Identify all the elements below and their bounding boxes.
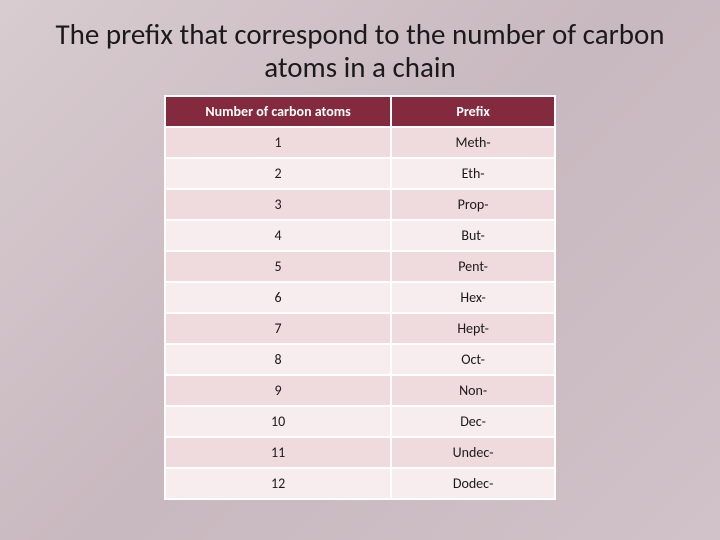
cell-number: 3	[165, 189, 391, 220]
cell-number: 9	[165, 375, 391, 406]
cell-prefix: Oct-	[391, 344, 555, 375]
cell-number: 7	[165, 313, 391, 344]
table-row: 8 Oct-	[165, 344, 555, 375]
table-row: 10 Dec-	[165, 406, 555, 437]
cell-prefix: Eth-	[391, 158, 555, 189]
cell-prefix: Hept-	[391, 313, 555, 344]
table-row: 9 Non-	[165, 375, 555, 406]
column-header-number: Number of carbon atoms	[165, 96, 391, 127]
table-header: Number of carbon atoms Prefix	[165, 96, 555, 127]
cell-prefix: Dec-	[391, 406, 555, 437]
cell-prefix: Undec-	[391, 437, 555, 468]
cell-prefix: Non-	[391, 375, 555, 406]
table-row: 5 Pent-	[165, 251, 555, 282]
cell-number: 6	[165, 282, 391, 313]
cell-number: 8	[165, 344, 391, 375]
table-row: 6 Hex-	[165, 282, 555, 313]
table-row: 7 Hept-	[165, 313, 555, 344]
cell-number: 5	[165, 251, 391, 282]
table-row: 11 Undec-	[165, 437, 555, 468]
table-row: 12 Dodec-	[165, 468, 555, 499]
cell-number: 11	[165, 437, 391, 468]
cell-prefix: Meth-	[391, 127, 555, 158]
cell-prefix: Prop-	[391, 189, 555, 220]
table-header-row: Number of carbon atoms Prefix	[165, 96, 555, 127]
table-container: Number of carbon atoms Prefix 1 Meth- 2 …	[30, 95, 690, 500]
slide: The prefix that correspond to the number…	[0, 0, 720, 540]
cell-number: 2	[165, 158, 391, 189]
cell-number: 12	[165, 468, 391, 499]
cell-prefix: Pent-	[391, 251, 555, 282]
cell-number: 4	[165, 220, 391, 251]
table-body: 1 Meth- 2 Eth- 3 Prop- 4 But- 5 Pent-	[165, 127, 555, 499]
table-row: 1 Meth-	[165, 127, 555, 158]
cell-prefix: Hex-	[391, 282, 555, 313]
cell-prefix: Dodec-	[391, 468, 555, 499]
table-row: 4 But-	[165, 220, 555, 251]
cell-number: 10	[165, 406, 391, 437]
table-row: 2 Eth-	[165, 158, 555, 189]
cell-prefix: But-	[391, 220, 555, 251]
cell-number: 1	[165, 127, 391, 158]
table-row: 3 Prop-	[165, 189, 555, 220]
prefix-table: Number of carbon atoms Prefix 1 Meth- 2 …	[164, 95, 556, 500]
column-header-prefix: Prefix	[391, 96, 555, 127]
page-title: The prefix that correspond to the number…	[30, 18, 690, 85]
